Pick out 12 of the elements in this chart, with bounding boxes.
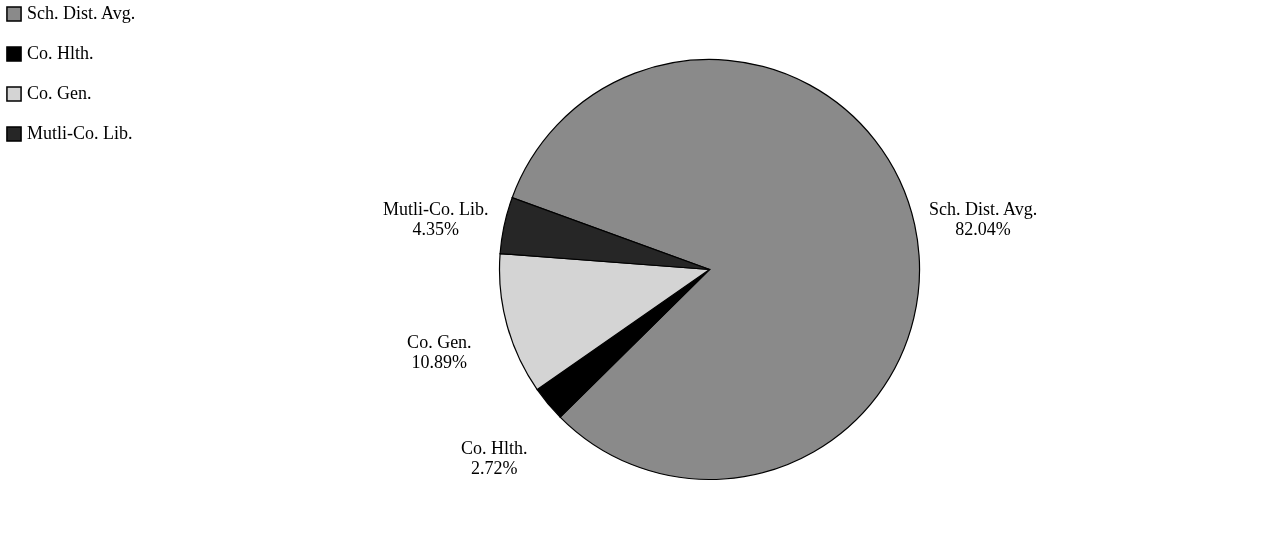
data-label: 82.04% <box>955 218 1011 239</box>
legend-label: Mutli-Co. Lib. <box>27 123 133 143</box>
data-label: 2.72% <box>471 457 518 478</box>
slice-label: Sch. Dist. Avg. <box>928 198 1038 219</box>
legend-label: Co. Gen. <box>27 83 92 103</box>
legend-label: Sch. Dist. Avg. <box>27 3 136 23</box>
legend-label: Co. Hlth. <box>27 43 94 63</box>
data-label: 10.89% <box>411 352 468 373</box>
slice-label: Mutli-Co. Lib. <box>383 199 489 220</box>
slice-label: Co. Hlth. <box>461 437 528 458</box>
slice-label: Co. Gen. <box>407 332 472 353</box>
data-label: 4.35% <box>412 219 460 240</box>
